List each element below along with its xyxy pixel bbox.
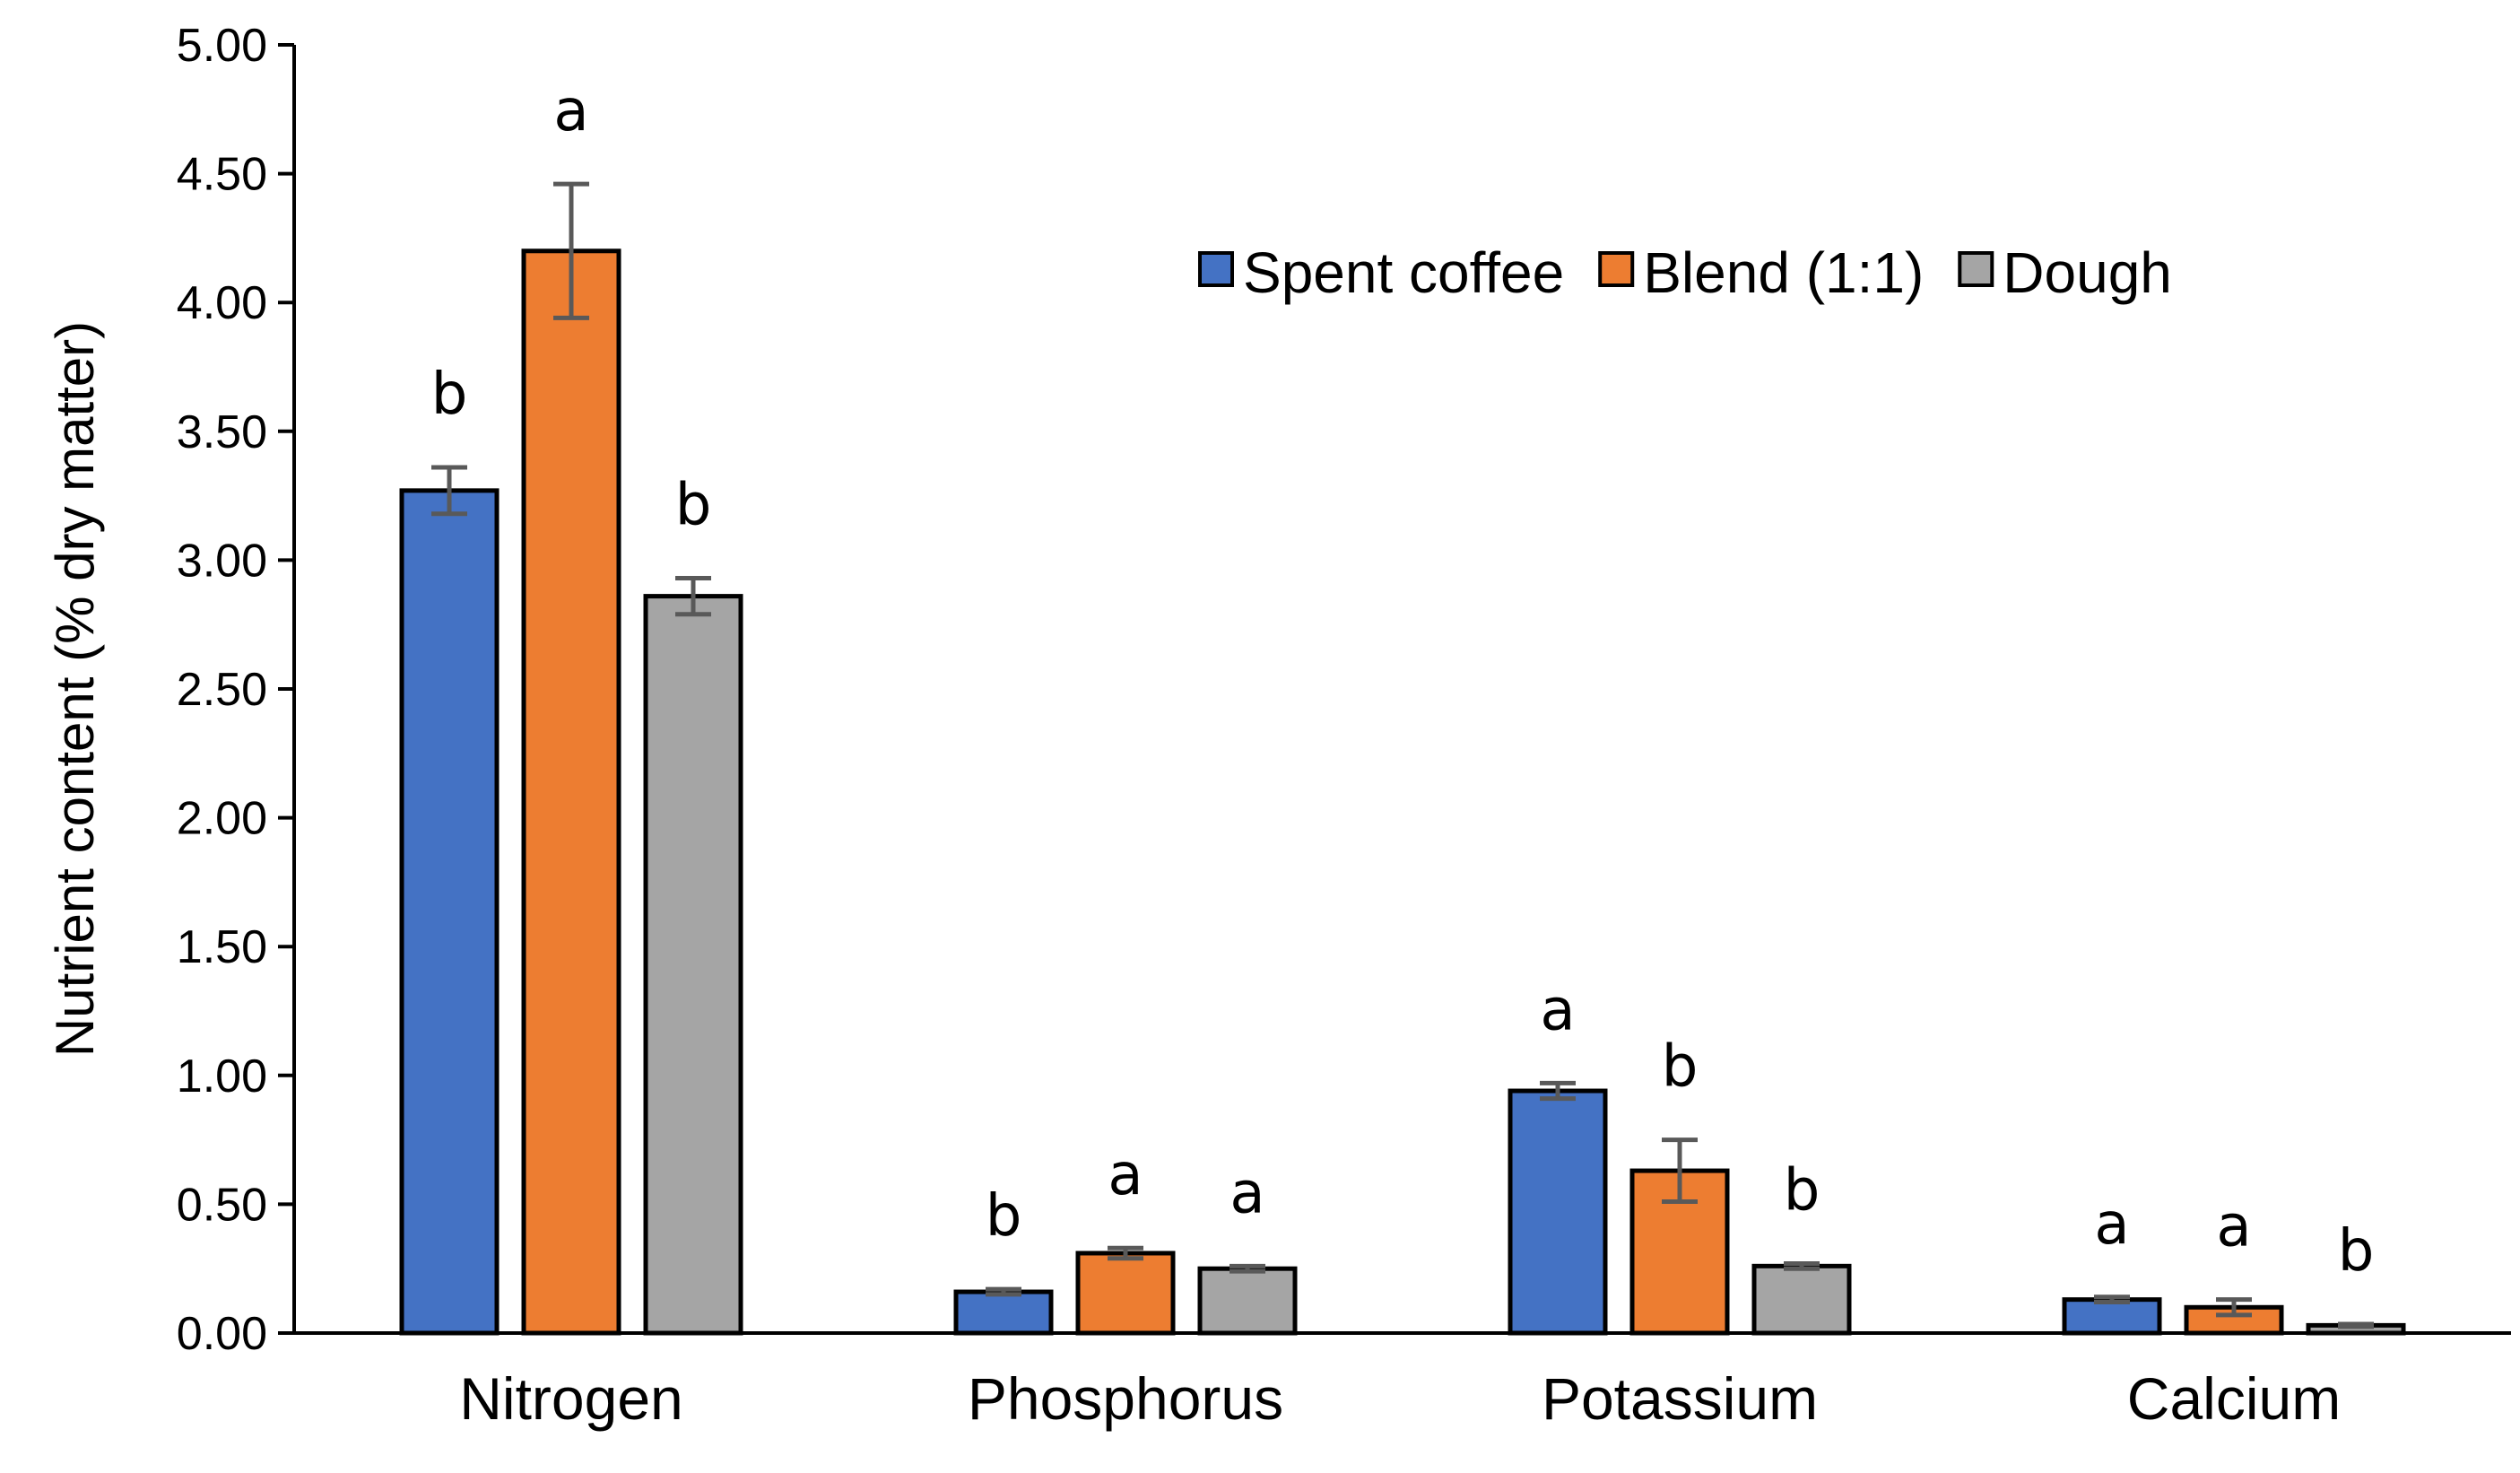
legend-label: Blend (1:1): [1643, 240, 1924, 305]
legend-swatch-spent-coffee: [1198, 251, 1234, 287]
y-axis-title: Nutrient content (% dry matter): [45, 321, 105, 1057]
legend-label: Dough: [2003, 240, 2172, 305]
y-tick-label: 3.50: [177, 406, 267, 458]
legend-swatch-blend-1-1: [1598, 251, 1635, 287]
y-tick-label: 2.50: [177, 664, 267, 716]
bar-potassium-dough: [1751, 1263, 1852, 1336]
bar-phosphorus-spent-coffee: [953, 1289, 1054, 1336]
significance-letter: b: [675, 473, 712, 539]
significance-letter: a: [1230, 1160, 1264, 1226]
bar-potassium-spent-coffee: [1508, 1088, 1608, 1336]
y-tick-label: 3.00: [177, 535, 267, 587]
x-category-label: Nitrogen: [459, 1365, 682, 1432]
legend-swatch-dough: [1958, 251, 1994, 287]
significance-letter: b: [2338, 1218, 2375, 1285]
significance-letter: a: [553, 78, 588, 144]
bar-calcium-spent-coffee: [2062, 1297, 2162, 1336]
y-tick-label: 0.50: [177, 1179, 267, 1231]
significance-letter: b: [986, 1183, 1022, 1250]
y-tick-label: 0.00: [177, 1308, 267, 1360]
x-category-label: Calcium: [2127, 1365, 2341, 1432]
significance-letter: a: [2094, 1191, 2129, 1258]
legend-label: Spent coffee: [1243, 240, 1564, 305]
x-category-label: Potassium: [1542, 1365, 1818, 1432]
y-tick-label: 4.50: [177, 149, 267, 201]
significance-letter: a: [1540, 977, 1575, 1043]
y-tick-label: 1.50: [177, 921, 267, 973]
x-category-label: Phosphorus: [968, 1365, 1283, 1432]
significance-letter: a: [1108, 1142, 1143, 1208]
bar-phosphorus-blend-1-1: [1075, 1251, 1176, 1336]
significance-letter: a: [2216, 1194, 2251, 1260]
y-tick-label: 2.00: [177, 793, 267, 845]
bar-nitrogen-spent-coffee: [399, 488, 500, 1336]
significance-letter: b: [1784, 1157, 1820, 1224]
bar-nitrogen-dough: [643, 594, 743, 1336]
y-tick-label: 1.00: [177, 1050, 267, 1103]
significance-letter: b: [1662, 1034, 1699, 1101]
bar-phosphorus-dough: [1197, 1266, 1298, 1336]
bar-nitrogen-blend-1-1: [521, 248, 621, 1336]
significance-letter: b: [431, 362, 468, 428]
y-tick-label: 4.00: [177, 277, 267, 329]
y-tick-label: 5.00: [177, 20, 267, 72]
